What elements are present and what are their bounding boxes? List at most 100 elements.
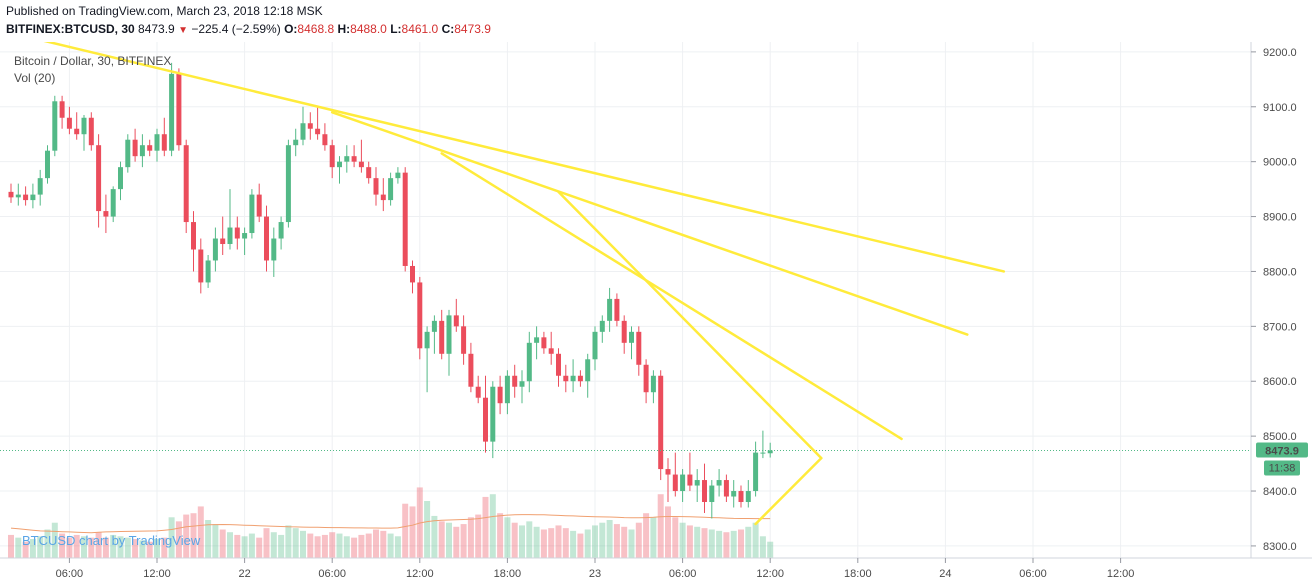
candle-body xyxy=(125,139,131,168)
candle xyxy=(271,227,277,277)
candle xyxy=(497,375,503,415)
volume-bar xyxy=(686,525,693,558)
candle-body xyxy=(607,298,613,321)
volume-bar xyxy=(730,530,737,558)
candle-body xyxy=(8,191,14,198)
series-legend[interactable]: Bitcoin / Dollar, 30, BITFINEX xyxy=(14,54,172,68)
candle-body xyxy=(723,480,729,497)
tradingview-watermark[interactable]: BTCUSD chart by TradingView xyxy=(22,533,201,548)
candle-body xyxy=(650,375,656,393)
price-axis[interactable]: 9200.0 9100.0 9000.0 8900.0 8800.0 8700.0 8600… xyxy=(1251,47,1297,553)
time-tick-label: 18:00 xyxy=(494,568,522,580)
candle xyxy=(366,161,372,184)
candle-body xyxy=(468,353,474,387)
candle-body xyxy=(74,128,80,135)
candle-body xyxy=(702,480,707,503)
candle xyxy=(760,430,766,459)
candle xyxy=(512,364,518,398)
published-note: Published on TradingView.com, March 23, … xyxy=(6,4,323,18)
volume-bar xyxy=(701,528,708,558)
candle-body xyxy=(285,145,291,223)
candle xyxy=(680,469,686,503)
candle xyxy=(519,370,525,404)
time-axis[interactable]: 06:00 12:00 22 06:00 12:00 18:00 23 06:00 12:00 1… xyxy=(56,558,1135,580)
candle xyxy=(125,134,131,173)
volume-legend[interactable]: Vol (20) xyxy=(14,71,56,85)
volume-bar xyxy=(300,530,306,558)
countdown-tag-text: 11:38 xyxy=(1269,462,1296,474)
candle xyxy=(723,474,729,503)
candle-body xyxy=(293,139,299,146)
volume-bar xyxy=(278,534,285,558)
candle xyxy=(563,364,569,393)
candle-body xyxy=(249,194,255,234)
price-change: −225.4 (−2.59%) xyxy=(191,22,281,36)
candle xyxy=(541,331,547,354)
volume-bar xyxy=(168,517,175,558)
close-label: C: xyxy=(441,22,455,36)
candle-body xyxy=(81,117,87,135)
candle-body xyxy=(344,156,350,162)
volume-bar xyxy=(387,533,394,558)
candle-body xyxy=(176,73,182,146)
candle-body xyxy=(672,474,678,492)
volume-bar xyxy=(154,539,160,558)
candle xyxy=(358,139,364,173)
candle-body xyxy=(183,145,189,223)
candle-body xyxy=(745,491,751,503)
volume-bar xyxy=(759,536,766,558)
candle-body xyxy=(504,375,510,404)
price-chart[interactable]: 9200.0 9100.0 9000.0 8900.0 8800.0 8700.0 8600… xyxy=(0,42,1312,588)
volume-bar xyxy=(73,534,80,558)
volume-bar xyxy=(197,506,204,558)
candle-body xyxy=(337,161,342,168)
trendline xyxy=(557,190,823,460)
volume-bar xyxy=(526,521,533,558)
open-value: 8468.8 xyxy=(297,22,335,36)
price-tick-label: 8500.0 xyxy=(1263,431,1297,443)
volume-bar xyxy=(635,522,642,558)
candle-body xyxy=(380,194,386,201)
candle-body xyxy=(643,364,649,393)
price-tick-label: 8900.0 xyxy=(1263,212,1297,224)
candle-body xyxy=(110,189,116,217)
candle-body xyxy=(271,238,277,261)
candle-body xyxy=(139,145,145,157)
chart-background xyxy=(0,42,1312,588)
candle-body xyxy=(614,298,620,321)
trendlines[interactable] xyxy=(33,42,1006,526)
candle-body xyxy=(103,211,109,217)
candle-body xyxy=(307,123,313,129)
candle-body xyxy=(96,145,102,212)
volume-bar xyxy=(460,524,467,558)
trendline xyxy=(330,111,969,336)
candle-body xyxy=(483,397,488,442)
candle-body xyxy=(154,134,160,151)
candle xyxy=(592,326,598,371)
candle xyxy=(402,167,408,272)
candle xyxy=(132,128,138,162)
candle-body xyxy=(519,381,525,387)
volume-bar xyxy=(562,528,569,558)
volume-bar xyxy=(15,537,22,558)
candle xyxy=(395,167,401,184)
volume-bar xyxy=(438,521,445,558)
price-tick-label: 8400.0 xyxy=(1263,486,1297,498)
candle-body xyxy=(212,238,218,261)
trendline xyxy=(440,152,903,441)
candle xyxy=(629,326,634,360)
volume-bar xyxy=(657,494,664,558)
candle xyxy=(242,227,248,255)
candle-body xyxy=(147,145,153,151)
volume-bar xyxy=(373,529,379,558)
candle-body xyxy=(161,134,167,151)
candle xyxy=(300,106,306,146)
candle xyxy=(556,348,561,387)
time-tick-label: 12:00 xyxy=(406,568,434,580)
volume-bar xyxy=(431,515,438,558)
candle-body xyxy=(680,474,686,492)
candle xyxy=(147,139,153,157)
volume-bar xyxy=(37,536,44,558)
volume-bar xyxy=(665,506,671,558)
candle-body xyxy=(709,485,715,503)
